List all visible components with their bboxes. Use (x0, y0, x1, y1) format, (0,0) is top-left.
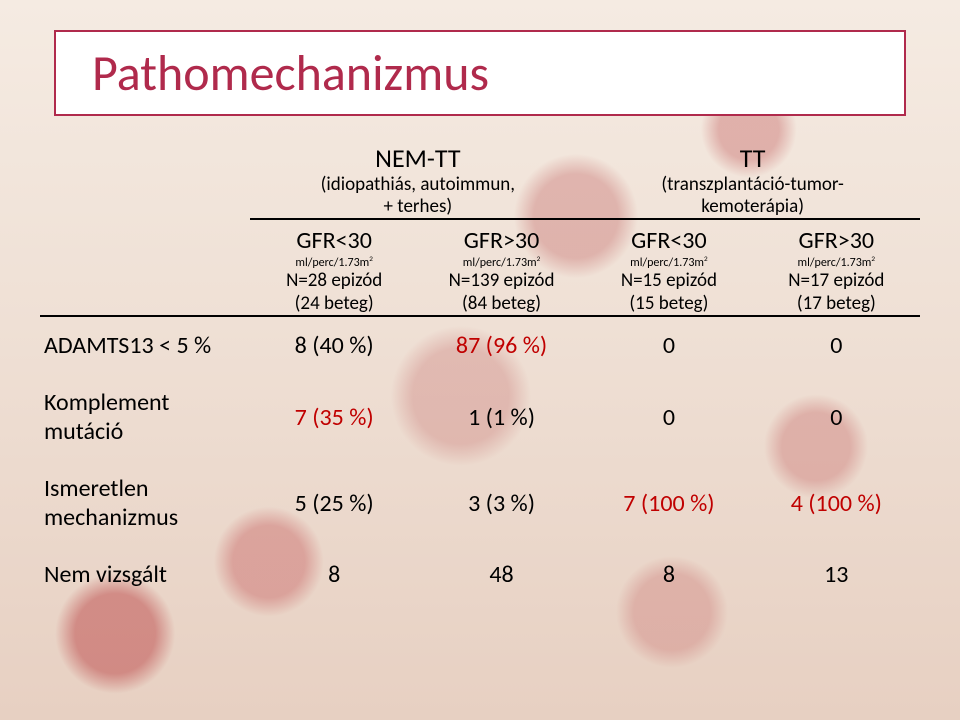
table-wrapper: NEM-TT (idiopathiás, autoimmun, + terhes… (40, 140, 920, 603)
column-header-row: GFR<30 ml/perc/1.73m2 N=28 epizód (24 be… (40, 219, 920, 316)
table-cell: 13 (753, 546, 920, 603)
col-1-p: (84 beteg) (418, 293, 585, 316)
table-cell: 5 (25 %) (250, 460, 417, 546)
title-box: Pathomechanizmus (54, 30, 906, 116)
group-right-name: TT (740, 142, 766, 174)
col-3-unit: ml/perc/1.73m2 (753, 255, 920, 270)
data-table: NEM-TT (idiopathiás, autoimmun, + terhes… (40, 140, 920, 603)
table-row: Komplementmutáció7 (35 %)1 (1 %)00 (40, 374, 920, 460)
table-cell: 8 (40 %) (250, 316, 417, 374)
table-cell: 8 (585, 546, 752, 603)
col-1: GFR>30 ml/perc/1.73m2 N=139 epizód (84 b… (418, 219, 585, 316)
table-cell: 8 (250, 546, 417, 603)
col-0: GFR<30 ml/perc/1.73m2 N=28 epizód (24 be… (250, 219, 417, 316)
group-right: TT (transzplantáció-tumor- kemoterápia) (585, 140, 920, 218)
group-left-sub1: (idiopathiás, autoimmun, (250, 174, 585, 196)
slide: Pathomechanizmus NEM-TT (idiopathiás, au… (0, 0, 960, 720)
row-label: Ismeretlenmechanizmus (40, 460, 250, 546)
table-cell: 3 (3 %) (418, 460, 585, 546)
row-label: Komplementmutáció (40, 374, 250, 460)
col-0-n: N=28 epizód (250, 270, 417, 293)
table-cell: 7 (100 %) (585, 460, 752, 546)
col-0-p: (24 beteg) (250, 293, 417, 316)
table-row: Ismeretlenmechanizmus5 (25 %)3 (3 %)7 (1… (40, 460, 920, 546)
col-1-unit: ml/perc/1.73m2 (418, 255, 585, 270)
table-row: Nem vizsgált848813 (40, 546, 920, 603)
table-cell: 0 (753, 316, 920, 374)
col-1-gfr: GFR>30 (464, 226, 539, 255)
group-left: NEM-TT (idiopathiás, autoimmun, + terhes… (250, 140, 585, 218)
group-header-row: NEM-TT (idiopathiás, autoimmun, + terhes… (40, 140, 920, 218)
table-cell: 0 (585, 316, 752, 374)
col-3-n: N=17 epizód (753, 270, 920, 293)
group-left-name: NEM-TT (375, 142, 460, 174)
table-cell: 87 (96 %) (418, 316, 585, 374)
row-label: ADAMTS13 < 5 % (40, 316, 250, 374)
col-2-p: (15 beteg) (585, 293, 752, 316)
col-2-n: N=15 epizód (585, 270, 752, 293)
col-3-p: (17 beteg) (753, 293, 920, 316)
col-2-unit: ml/perc/1.73m2 (585, 255, 752, 270)
table-cell: 4 (100 %) (753, 460, 920, 546)
col-1-n: N=139 epizód (418, 270, 585, 293)
col-0-gfr: GFR<30 (296, 226, 371, 255)
col-2-gfr: GFR<30 (631, 226, 706, 255)
group-right-sub2: kemoterápia) (585, 196, 920, 218)
table-cell: 0 (753, 374, 920, 460)
table-body: ADAMTS13 < 5 %8 (40 %)87 (96 %)00Komplem… (40, 316, 920, 603)
group-right-sub1: (transzplantáció-tumor- (585, 174, 920, 196)
col-0-unit: ml/perc/1.73m2 (250, 255, 417, 270)
col-2: GFR<30 ml/perc/1.73m2 N=15 epizód (15 be… (585, 219, 752, 316)
table-cell: 48 (418, 546, 585, 603)
col-3: GFR>30 ml/perc/1.73m2 N=17 epizód (17 be… (753, 219, 920, 316)
group-left-sub2: + terhes) (250, 196, 585, 218)
table-cell: 7 (35 %) (250, 374, 417, 460)
slide-title: Pathomechanizmus (92, 43, 489, 104)
table-row: ADAMTS13 < 5 %8 (40 %)87 (96 %)00 (40, 316, 920, 374)
row-label: Nem vizsgált (40, 546, 250, 603)
col-3-gfr: GFR>30 (799, 226, 874, 255)
table-cell: 1 (1 %) (418, 374, 585, 460)
table-cell: 0 (585, 374, 752, 460)
